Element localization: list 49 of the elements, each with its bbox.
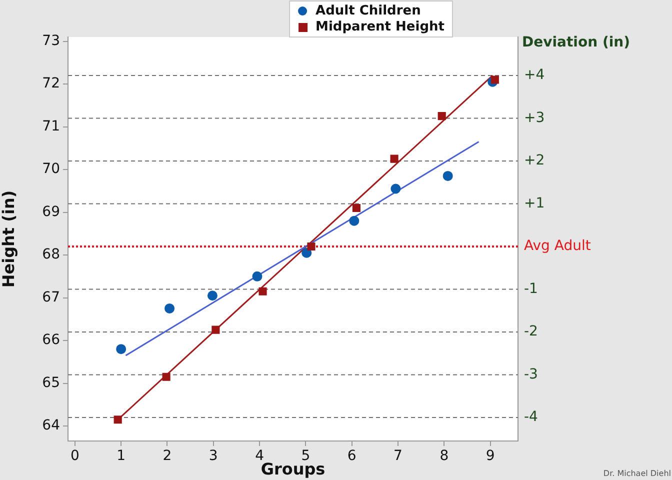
x-tick-label: 3: [208, 448, 218, 464]
x-tick-label: 1: [116, 448, 126, 464]
y-tick-label: 65: [42, 374, 60, 391]
x-tick-label: 6: [347, 448, 356, 464]
legend-label: Adult Children: [316, 3, 421, 18]
point: [207, 290, 218, 301]
point: [307, 242, 316, 251]
y-tick-label: 70: [42, 161, 60, 178]
y-tick-label: 67: [42, 289, 60, 306]
point: [258, 287, 267, 296]
y-tick-label: 64: [42, 418, 60, 434]
point: [349, 216, 360, 226]
y2-tick-label: -2: [524, 324, 538, 340]
x-tick-label: 2: [162, 448, 172, 464]
point: [116, 344, 126, 354]
y2-tick-label: +1: [524, 195, 545, 212]
y2-axis-title: Deviation (in): [522, 34, 630, 51]
y-tick-label: 68: [42, 246, 60, 263]
point: [164, 303, 175, 314]
point: [212, 326, 220, 334]
y2-tick-label: -4: [524, 409, 538, 426]
y2-tick-label: Avg Adult: [524, 238, 592, 254]
y2-tick-label: +4: [524, 67, 545, 84]
x-tick-label: 9: [486, 448, 495, 464]
x-tick-label: 8: [440, 448, 449, 464]
y-tick-label: 72: [42, 76, 60, 92]
point: [390, 184, 401, 194]
point: [352, 204, 360, 212]
point: [162, 372, 170, 381]
point: [442, 170, 453, 181]
y-tick-label: 71: [42, 118, 60, 134]
y-tick-label: 66: [42, 332, 60, 348]
point: [438, 112, 446, 120]
y-tick-label: 73: [42, 32, 60, 49]
y2-tick-label: -3: [524, 366, 538, 382]
y2-tick-label: +2: [524, 152, 545, 169]
y2-tick-label: -1: [524, 280, 538, 297]
legend-label: Midparent Height: [316, 19, 444, 34]
point: [390, 154, 398, 163]
text: Dr. Michael Diehl: [603, 469, 671, 478]
y2-tick-label: +3: [524, 110, 545, 126]
point: [302, 248, 312, 258]
y-axis-title: Height (in): [0, 190, 18, 288]
point: [252, 271, 262, 282]
point: [114, 416, 122, 424]
x-tick-label: 7: [394, 448, 402, 464]
x-tick-label: 0: [70, 448, 80, 464]
point: [490, 76, 499, 84]
y-tick-label: 69: [42, 204, 60, 220]
